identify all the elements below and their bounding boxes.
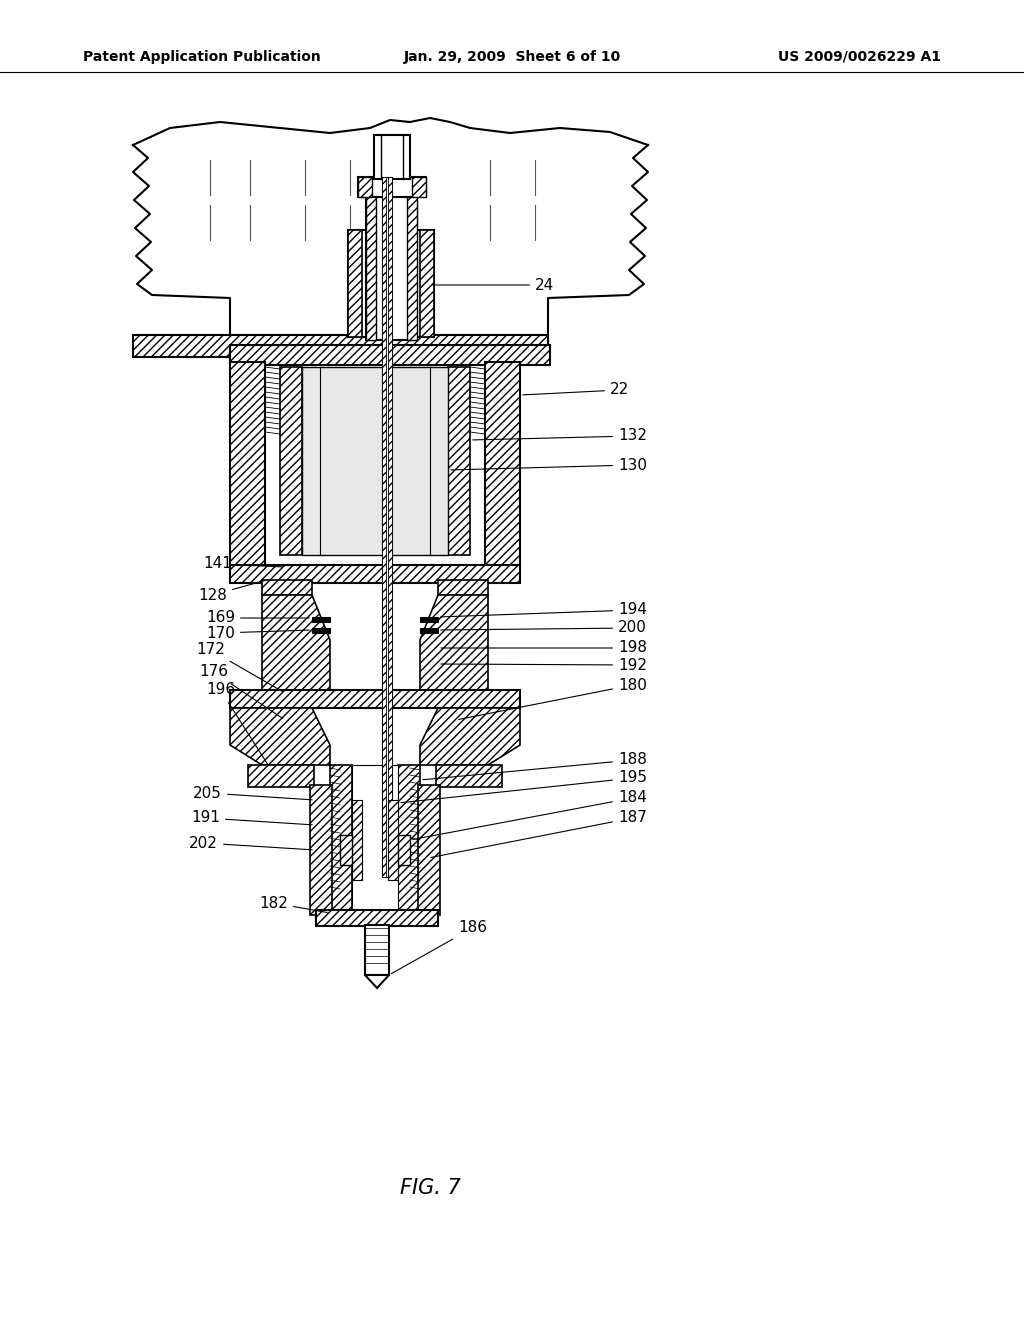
Text: 180: 180 bbox=[459, 677, 647, 719]
Bar bbox=[330, 766, 352, 909]
Bar bbox=[316, 909, 438, 927]
Bar bbox=[382, 177, 386, 876]
Text: 130: 130 bbox=[451, 458, 647, 473]
Bar bbox=[438, 579, 488, 595]
Polygon shape bbox=[420, 595, 488, 690]
Text: 186: 186 bbox=[391, 920, 487, 974]
Text: 196: 196 bbox=[206, 682, 268, 766]
Text: 192: 192 bbox=[440, 657, 647, 672]
Text: 205: 205 bbox=[194, 785, 312, 800]
Bar bbox=[352, 800, 362, 880]
Bar bbox=[420, 616, 438, 622]
Polygon shape bbox=[133, 145, 648, 335]
Text: Patent Application Publication: Patent Application Publication bbox=[83, 50, 321, 63]
Bar bbox=[358, 177, 426, 197]
Text: 195: 195 bbox=[400, 771, 647, 803]
Text: 188: 188 bbox=[423, 752, 647, 780]
Bar bbox=[340, 836, 352, 865]
Text: 198: 198 bbox=[440, 640, 647, 656]
Text: 191: 191 bbox=[191, 810, 312, 825]
Text: 141: 141 bbox=[203, 557, 283, 572]
Bar bbox=[388, 177, 392, 876]
Bar bbox=[312, 628, 330, 634]
Bar bbox=[310, 785, 332, 915]
Bar bbox=[418, 785, 440, 915]
Bar bbox=[420, 230, 434, 337]
Bar bbox=[312, 616, 330, 622]
Text: FIG. 7: FIG. 7 bbox=[399, 1177, 461, 1199]
Bar bbox=[230, 565, 520, 583]
Text: 172: 172 bbox=[197, 643, 283, 692]
Text: 24: 24 bbox=[433, 277, 554, 293]
Bar bbox=[398, 836, 410, 865]
Bar bbox=[365, 925, 389, 975]
Text: 200: 200 bbox=[440, 620, 647, 635]
Bar bbox=[230, 345, 550, 366]
Bar bbox=[374, 135, 410, 180]
Text: US 2009/0026229 A1: US 2009/0026229 A1 bbox=[778, 50, 941, 63]
Text: 169: 169 bbox=[206, 610, 309, 626]
Bar bbox=[133, 335, 548, 356]
Text: 170: 170 bbox=[206, 626, 309, 640]
Bar bbox=[485, 362, 520, 568]
Text: 194: 194 bbox=[440, 602, 647, 618]
Bar bbox=[366, 195, 376, 341]
Bar bbox=[348, 230, 362, 337]
Bar bbox=[366, 195, 417, 341]
Polygon shape bbox=[420, 708, 520, 766]
Bar bbox=[262, 579, 312, 595]
Bar bbox=[230, 362, 265, 568]
Bar bbox=[412, 177, 426, 197]
Bar bbox=[280, 367, 302, 554]
Text: 182: 182 bbox=[259, 895, 328, 912]
Bar bbox=[248, 766, 314, 787]
Polygon shape bbox=[365, 975, 389, 987]
Bar bbox=[388, 800, 398, 880]
Bar bbox=[358, 177, 372, 197]
Text: 128: 128 bbox=[198, 581, 264, 602]
Bar bbox=[348, 230, 434, 337]
Text: Jan. 29, 2009  Sheet 6 of 10: Jan. 29, 2009 Sheet 6 of 10 bbox=[403, 50, 621, 63]
Bar bbox=[230, 690, 520, 708]
Text: 202: 202 bbox=[189, 836, 312, 850]
Text: 132: 132 bbox=[473, 429, 647, 444]
Polygon shape bbox=[262, 595, 330, 690]
Bar bbox=[420, 628, 438, 634]
Bar bbox=[449, 367, 470, 554]
Bar bbox=[302, 367, 449, 554]
Polygon shape bbox=[230, 708, 330, 766]
Bar bbox=[382, 177, 392, 876]
Bar bbox=[352, 766, 398, 909]
Bar bbox=[436, 766, 502, 787]
Bar bbox=[407, 195, 417, 341]
Bar bbox=[398, 766, 420, 909]
Text: 187: 187 bbox=[431, 810, 647, 858]
Text: 22: 22 bbox=[523, 383, 630, 397]
Text: 176: 176 bbox=[199, 664, 283, 718]
Text: 184: 184 bbox=[413, 791, 647, 840]
